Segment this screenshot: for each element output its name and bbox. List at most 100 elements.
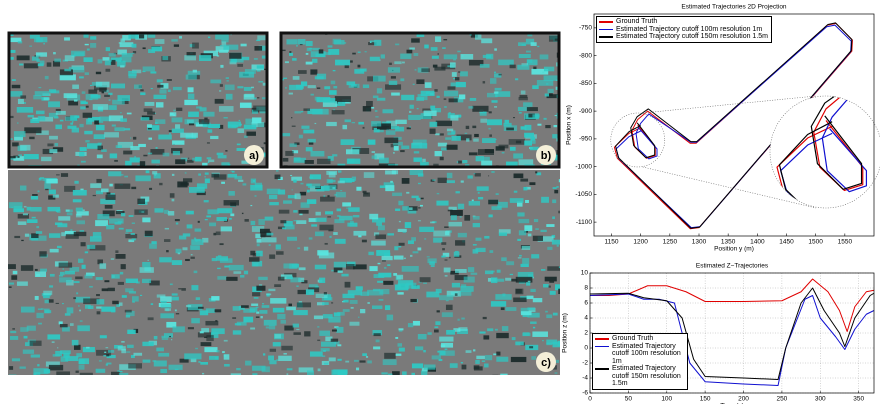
speckle [256, 243, 260, 247]
speckle [552, 199, 557, 204]
speckle [110, 59, 116, 65]
speckle [197, 220, 200, 223]
speckle [505, 307, 517, 311]
speckle [479, 331, 486, 334]
zoom-connector [642, 95, 817, 114]
speckle [554, 284, 560, 291]
speckle [292, 58, 297, 61]
speckle [369, 213, 379, 220]
speckle [442, 248, 445, 251]
speckle [304, 160, 314, 164]
speckle [515, 78, 519, 81]
speckle [222, 351, 225, 354]
speckle [300, 182, 304, 185]
speckle [435, 36, 442, 42]
speckle [492, 374, 499, 375]
speckle [546, 83, 549, 85]
speckle [413, 53, 419, 57]
speckle [12, 142, 19, 147]
speckle [342, 293, 355, 299]
speckle [169, 112, 177, 117]
speckle [79, 147, 87, 152]
panel-frame [279, 31, 561, 169]
speckle [480, 118, 488, 123]
speckle [76, 211, 89, 216]
speckle [291, 176, 302, 181]
speckle [384, 352, 396, 359]
plot-frame [589, 272, 875, 394]
speckle [92, 194, 96, 197]
speckle [316, 97, 331, 103]
speckle [367, 360, 372, 364]
speckle [109, 153, 118, 159]
speckle [305, 52, 309, 55]
speckle [450, 62, 456, 68]
speckle [34, 295, 39, 300]
speckle [430, 47, 438, 51]
speckle [383, 182, 394, 187]
speckle [419, 226, 435, 232]
speckle [292, 150, 299, 154]
speckle [268, 288, 276, 292]
speckle [509, 273, 514, 276]
speckle [80, 106, 86, 110]
speckle [520, 263, 529, 268]
speckle [477, 149, 494, 155]
speckle [400, 78, 405, 82]
speckle [159, 182, 163, 186]
speckle [395, 336, 399, 339]
speckle [76, 292, 79, 295]
speckle [207, 161, 210, 164]
speckle [472, 244, 477, 246]
speckle [332, 69, 336, 72]
speckle [138, 143, 146, 148]
speckle [293, 210, 298, 213]
speckle [431, 108, 441, 113]
speckle [496, 351, 501, 356]
speckle [438, 350, 455, 356]
speckle [258, 276, 268, 281]
speckle [314, 231, 324, 237]
speckle [442, 252, 450, 257]
speckle [168, 364, 183, 370]
speckle [513, 190, 518, 193]
speckle [70, 115, 78, 121]
speckle [58, 321, 63, 325]
speckle [29, 340, 42, 346]
speckle [340, 190, 343, 192]
x-tick-label: 1300 [692, 239, 707, 246]
speckle [133, 136, 137, 140]
speckle [306, 47, 312, 52]
speckle [260, 315, 263, 319]
speckle [350, 84, 357, 87]
speckle [506, 161, 518, 168]
speckle [226, 80, 229, 82]
speckle [39, 60, 45, 65]
speckle [76, 353, 83, 358]
speckle [217, 255, 222, 257]
speckle [539, 54, 549, 60]
speckle [447, 65, 451, 68]
speckle [78, 305, 80, 307]
speckle [20, 95, 27, 99]
speckle [288, 303, 292, 307]
speckle [72, 189, 87, 196]
speckle [117, 49, 127, 55]
y-axis-label: Position z (m) [562, 313, 569, 353]
speckle [331, 302, 334, 304]
speckle [193, 270, 198, 274]
speckle [289, 84, 303, 91]
speckle [409, 170, 424, 176]
speckle [311, 224, 318, 227]
x-tick-label: 1150 [605, 239, 619, 246]
speckle [453, 251, 460, 257]
speckle [11, 275, 18, 280]
speckle [301, 125, 310, 129]
speckle [192, 157, 198, 161]
speckle [258, 80, 264, 83]
speckle [127, 329, 136, 335]
speckle [137, 198, 146, 205]
speckle [296, 302, 312, 308]
speckle [38, 322, 42, 325]
speckle [473, 366, 483, 371]
